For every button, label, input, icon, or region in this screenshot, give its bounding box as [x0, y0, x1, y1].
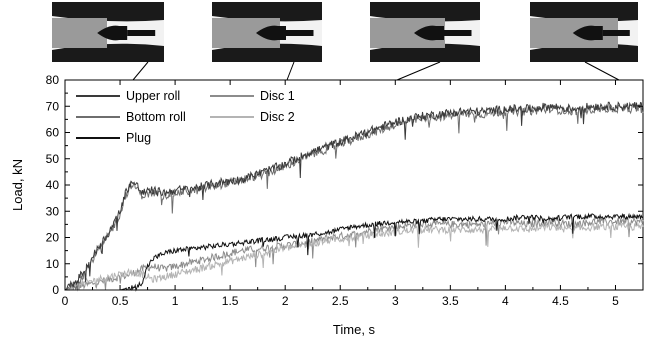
legend-label: Disc 2: [260, 110, 295, 124]
bottom-roll-shape: [370, 43, 480, 62]
upper-roll-shape: [52, 2, 164, 22]
y-tick-label: 40: [46, 178, 60, 192]
x-tick-label: 4: [502, 294, 509, 308]
stage-callout-line: [396, 61, 441, 81]
series-line-bottom-roll: [64, 103, 644, 291]
stage-image: [212, 2, 322, 62]
y-tick-label: 30: [46, 204, 60, 218]
stage-callout-line: [286, 61, 295, 81]
stage-callout-line: [132, 61, 149, 81]
stage-image: [530, 2, 638, 62]
plot-area: 0 0.5 1 1.5 2 2.5 3 3.5 4 4.5 5 01020304050607080 …: [46, 73, 644, 308]
upper-roll-shape: [212, 2, 322, 22]
series-line-plug: [65, 212, 644, 292]
x-axis-label: Time, s: [333, 322, 376, 337]
stage-callout-lines: [132, 61, 620, 81]
stage-image: [52, 2, 164, 62]
x-tick-label: 5: [612, 294, 619, 308]
mandrel-bar: [127, 30, 156, 36]
series-line-upper-roll: [64, 101, 644, 291]
x-tick-label: 1.5: [222, 294, 239, 308]
bottom-roll-shape: [52, 43, 164, 62]
y-axis-label: Load, kN: [10, 159, 25, 211]
bottom-roll-shape: [530, 43, 638, 62]
series-line-disc-1: [64, 216, 644, 291]
x-tick-label: 1: [172, 294, 179, 308]
plug-shape: [97, 25, 128, 41]
mandrel-bar: [444, 30, 472, 36]
y-tick-label: 60: [46, 126, 60, 140]
x-tick-label: 2: [282, 294, 289, 308]
x-tick-label: 0.5: [112, 294, 129, 308]
mandrel-bar: [286, 30, 314, 36]
y-axis-ticks: 0 10 20 30 40 50 60 70 80: [46, 73, 643, 297]
plug-shape: [572, 25, 603, 41]
y-tick-label: 20: [46, 231, 60, 245]
stage-callout-line: [584, 61, 620, 81]
mandrel-bar: [602, 30, 630, 36]
x-tick-label: 3: [392, 294, 399, 308]
stage-image: [370, 2, 480, 62]
series-lines: [64, 101, 644, 292]
legend-label: Bottom roll: [126, 110, 186, 124]
y-tick-label: 70: [46, 99, 60, 113]
x-tick-label: 0: [62, 294, 69, 308]
y-tick-label: 50: [46, 152, 60, 166]
y-tick-label: 80: [46, 73, 60, 87]
upper-roll-shape: [370, 2, 480, 22]
plug-shape: [256, 25, 286, 41]
upper-roll-shape: [530, 2, 638, 22]
x-tick-label: 2.5: [332, 294, 349, 308]
y-tick-label: 10: [46, 257, 60, 271]
x-axis-ticks: 0 0.5 1 1.5 2 2.5 3 3.5 4 4.5 5: [62, 80, 619, 308]
legend-label: Upper roll: [126, 89, 180, 103]
x-tick-label: 3.5: [442, 294, 459, 308]
legend-label: Disc 1: [260, 89, 295, 103]
bottom-roll-shape: [212, 43, 322, 62]
series-line-disc-2: [64, 221, 644, 292]
process-stage-images: [52, 2, 638, 62]
y-tick-label: 0: [52, 283, 59, 297]
legend-label: Plug: [126, 131, 151, 145]
plug-shape: [414, 25, 444, 41]
x-tick-label: 4.5: [552, 294, 569, 308]
legend: Upper roll Bottom roll Plug Disc 1 Disc 2: [76, 89, 295, 145]
